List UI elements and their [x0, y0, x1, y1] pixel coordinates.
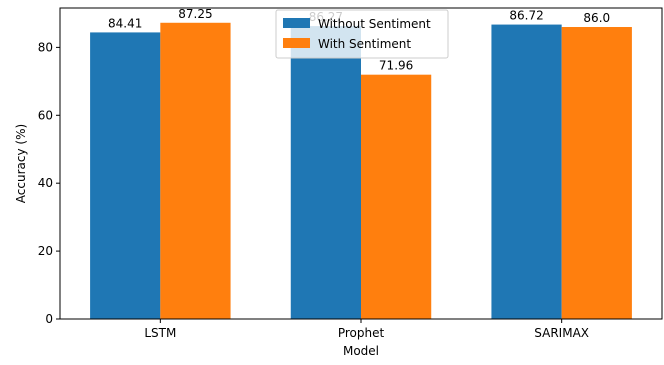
x-tick-label: Prophet: [338, 326, 385, 340]
legend: Without Sentiment With Sentiment: [275, 9, 449, 59]
bars-layer: [90, 22, 632, 320]
bar-prophet-series-1: [361, 74, 432, 319]
data-label: 87.25: [178, 7, 212, 21]
data-label: 86.0: [583, 11, 610, 25]
y-tick-label: 80: [38, 40, 53, 54]
bar-prophet-series-0: [290, 26, 361, 319]
legend-box: [275, 9, 449, 59]
y-axis: 0 20 40 60 80: [38, 40, 60, 326]
bar-sarimax-series-1: [561, 27, 632, 320]
legend-label: Without Sentiment: [318, 17, 431, 31]
y-tick-label: 20: [38, 244, 53, 258]
bar-lstm-series-1: [160, 22, 231, 319]
x-axis: LSTM Prophet SARIMAX: [144, 319, 589, 340]
data-label: 84.41: [108, 16, 142, 30]
data-label: 86.72: [509, 9, 543, 23]
legend-label: With Sentiment: [318, 37, 411, 51]
bar-lstm-series-0: [90, 32, 161, 319]
y-axis-label: Accuracy (%): [14, 124, 28, 203]
data-label: 71.96: [379, 59, 413, 73]
x-tick-label: LSTM: [144, 326, 176, 340]
x-axis-label: Model: [343, 344, 379, 358]
y-tick-label: 0: [45, 312, 53, 326]
y-tick-label: 60: [38, 108, 53, 122]
legend-swatch: [283, 18, 310, 28]
y-tick-label: 40: [38, 176, 53, 190]
x-tick-label: SARIMAX: [534, 326, 589, 340]
legend-items: Without Sentiment With Sentiment: [283, 17, 431, 51]
legend-swatch: [283, 38, 310, 48]
bar-sarimax-series-0: [491, 24, 562, 319]
